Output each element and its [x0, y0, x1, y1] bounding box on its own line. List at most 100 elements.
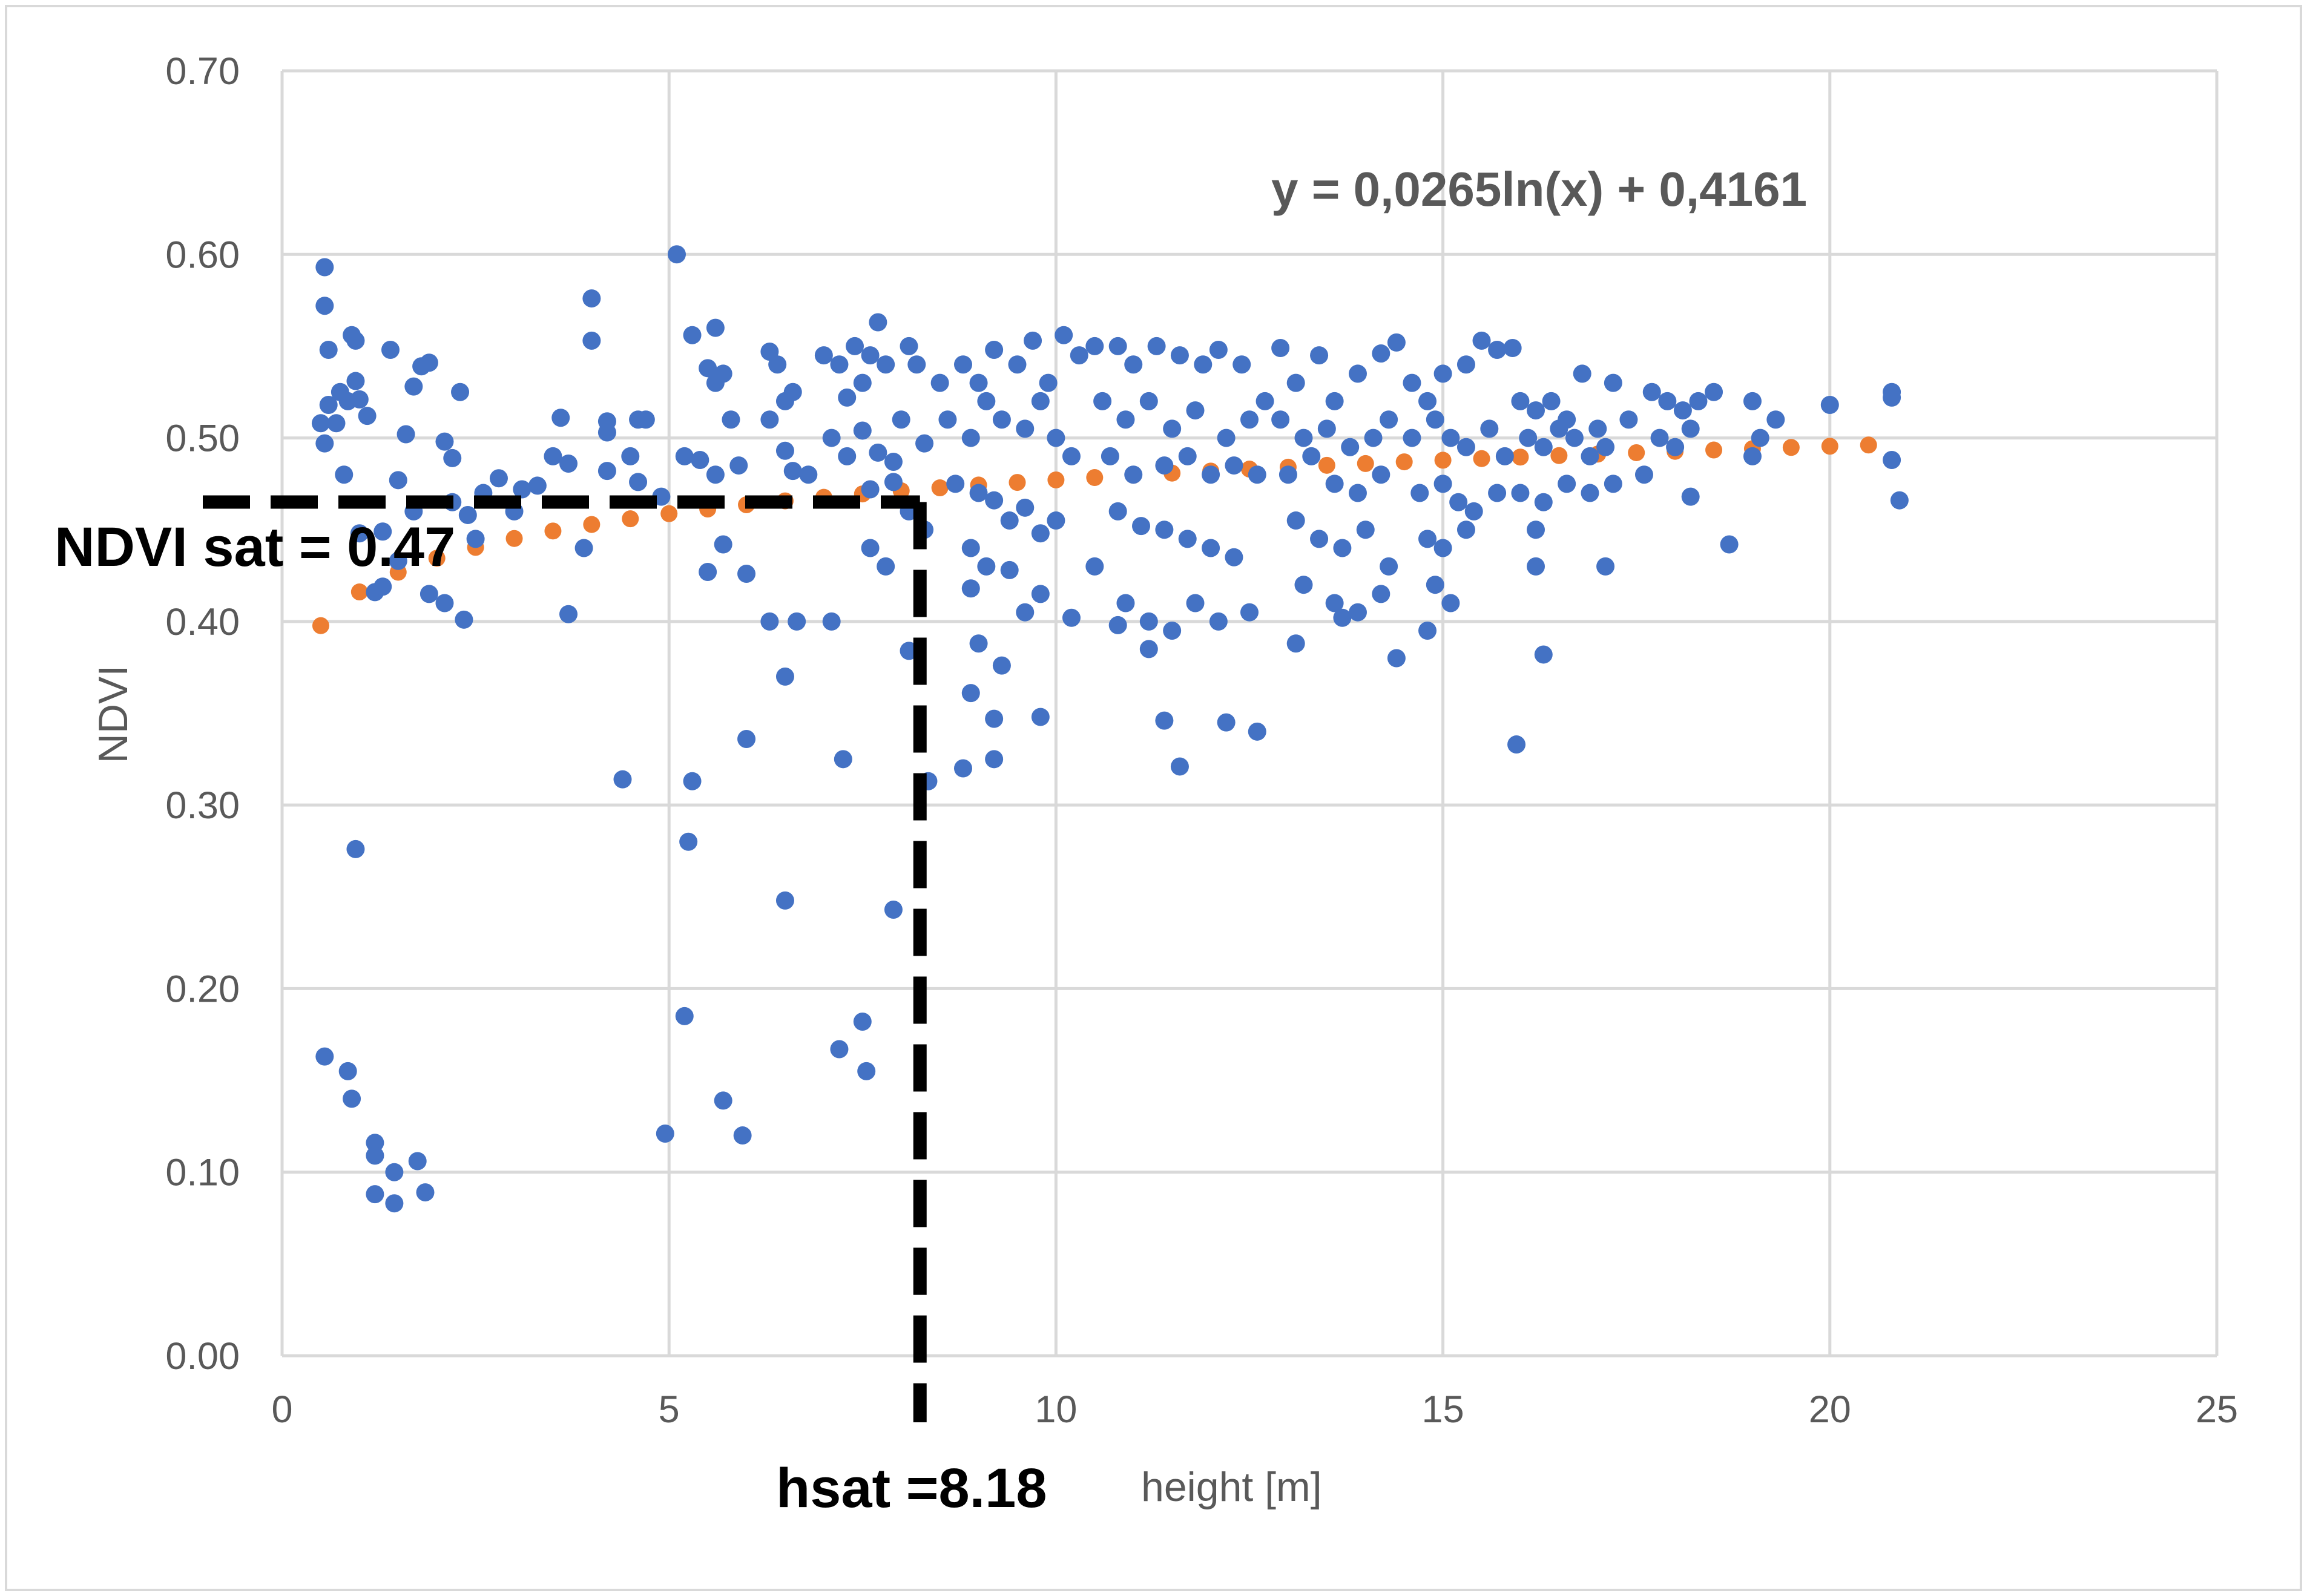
scatter-point	[1302, 447, 1321, 465]
scatter-point	[1178, 530, 1197, 548]
scatter-point	[1883, 388, 1901, 407]
x-tick-label: 5	[659, 1388, 680, 1431]
scatter-point	[1062, 608, 1081, 627]
scatter-point	[1766, 410, 1785, 429]
scatter-point	[1155, 711, 1174, 730]
scatter-point	[1085, 557, 1104, 576]
scatter-point	[1426, 410, 1444, 429]
scatter-point	[346, 839, 365, 858]
scatter-point	[683, 772, 702, 790]
scatter-point	[1472, 331, 1491, 350]
scatter-point	[1558, 475, 1576, 493]
scatter-point	[1581, 447, 1599, 465]
scatter-point	[343, 1089, 361, 1108]
scatter-point	[861, 480, 880, 499]
trendline-dot	[1550, 447, 1568, 464]
scatter-point	[1000, 560, 1019, 579]
trendline-dot	[622, 510, 639, 528]
scatter-point	[1426, 576, 1444, 594]
y-tick-label: 0.20	[165, 968, 240, 1010]
scatter-point	[884, 452, 903, 471]
scatter-point	[1720, 535, 1739, 554]
scatter-point	[1209, 612, 1228, 631]
scatter-point	[977, 557, 996, 576]
scatter-point	[385, 1194, 404, 1213]
scatter-point	[1387, 649, 1406, 668]
scatter-point	[1495, 447, 1514, 465]
scatter-point	[636, 410, 655, 429]
trendline-dot	[1705, 441, 1723, 459]
scatter-point	[1186, 401, 1205, 420]
scatter-point	[667, 245, 686, 264]
scatter-point	[1348, 484, 1367, 502]
y-axis-title: NDVI	[90, 665, 136, 763]
scatter-point	[1031, 708, 1050, 726]
scatter-point	[1024, 331, 1042, 350]
scatter-point	[946, 475, 965, 493]
scatter-point	[629, 473, 648, 491]
scatter-point	[691, 450, 709, 469]
scatter-point	[1070, 346, 1088, 365]
y-tick-label: 0.30	[165, 784, 240, 827]
scatter-point	[389, 551, 407, 570]
scatter-point	[877, 355, 895, 374]
scatter-point	[1310, 346, 1329, 365]
scatter-point	[1418, 530, 1437, 548]
scatter-point	[1139, 640, 1158, 658]
scatter-point	[783, 383, 802, 401]
scatter-point	[1186, 594, 1205, 612]
scatter-point	[1488, 484, 1507, 502]
scatter-point	[513, 480, 531, 499]
trendline-dot	[931, 479, 949, 497]
scatter-point	[1372, 344, 1390, 363]
scatter-point	[1642, 383, 1661, 401]
scatter-point	[582, 289, 601, 308]
scatter-point	[729, 456, 748, 475]
scatter-point	[1116, 410, 1135, 429]
scatter-point	[877, 557, 895, 576]
scatter-point	[404, 377, 423, 396]
scatter-point	[381, 340, 400, 359]
scatter-point	[675, 1007, 694, 1025]
scatter-point	[621, 447, 640, 465]
scatter-point	[1202, 539, 1220, 557]
scatter-point	[656, 1125, 674, 1143]
scatter-point	[1441, 429, 1460, 447]
scatter-point	[1604, 475, 1622, 493]
scatter-point	[551, 409, 570, 427]
scatter-point	[1085, 337, 1104, 355]
scatter-point	[1456, 438, 1475, 456]
scatter-point	[884, 473, 903, 491]
scatter-point	[1279, 465, 1297, 484]
scatter-point	[1240, 410, 1259, 429]
scatter-point	[788, 612, 806, 631]
scatter-point	[1217, 429, 1236, 447]
scatter-point	[1348, 364, 1367, 383]
trendline-dot	[1357, 455, 1374, 472]
scatter-point	[597, 462, 616, 481]
scatter-point	[985, 709, 1004, 728]
scatter-point	[1743, 447, 1762, 465]
y-tick-label: 0.00	[165, 1335, 240, 1378]
scatter-point	[830, 1040, 849, 1059]
scatter-point	[1542, 392, 1561, 410]
scatter-point	[1031, 524, 1050, 543]
scatter-point	[775, 441, 794, 460]
scatter-point	[1596, 438, 1615, 456]
trendline-dot	[1512, 448, 1529, 466]
scatter-point	[1449, 493, 1468, 511]
scatter-point	[706, 318, 725, 337]
scatter-point	[1634, 465, 1653, 484]
scatter-point	[1116, 594, 1135, 612]
scatter-point	[768, 355, 787, 374]
scatter-point	[1000, 511, 1019, 530]
data-points	[311, 245, 1909, 1213]
scatter-point	[760, 612, 779, 631]
scatter-point	[374, 522, 392, 541]
scatter-point	[1527, 401, 1545, 420]
scatter-point	[528, 476, 547, 495]
scatter-point	[1155, 456, 1174, 475]
scatter-point	[1588, 419, 1607, 438]
scatter-point	[714, 1091, 732, 1110]
scatter-point	[420, 353, 438, 372]
